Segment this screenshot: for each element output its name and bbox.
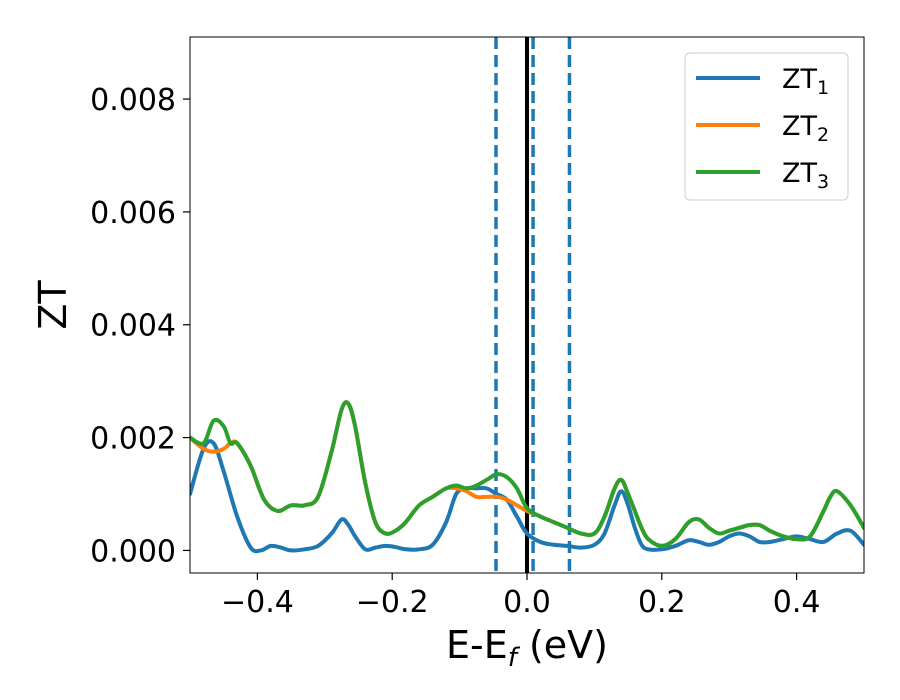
legend-label-zt1: ZT1 [782,64,829,99]
x-axis-ticks: −0.4 −0.2 0.0 0.2 0.4 [221,573,820,620]
y-tick-label: 0.002 [90,422,176,457]
x-tick-label: −0.2 [356,585,429,620]
legend-label-zt2: ZT2 [782,111,829,146]
y-tick-label: 0.008 [90,83,176,118]
x-tick-label: −0.4 [221,585,294,620]
y-tick-label: 0.000 [90,534,176,569]
x-tick-label: 0.2 [638,585,686,620]
x-tick-label: 0.0 [503,585,551,620]
series-line-zt3 [190,400,864,548]
y-axis-title: ZT [31,280,75,330]
y-tick-label: 0.006 [90,196,176,231]
y-tick-label: 0.004 [90,309,176,344]
legend-label-zt3: ZT3 [782,158,829,193]
x-tick-label: 0.4 [773,585,821,620]
reference-lines [494,37,572,573]
series-group [190,400,864,554]
y-axis-ticks: 0.000 0.002 0.004 0.006 0.008 [90,83,190,569]
legend: ZT1 ZT2 ZT3 [684,52,849,201]
series-line-zt1 [190,439,864,554]
x-axis-title: E-Ef (eV) [446,623,608,673]
legend-box [684,52,849,201]
